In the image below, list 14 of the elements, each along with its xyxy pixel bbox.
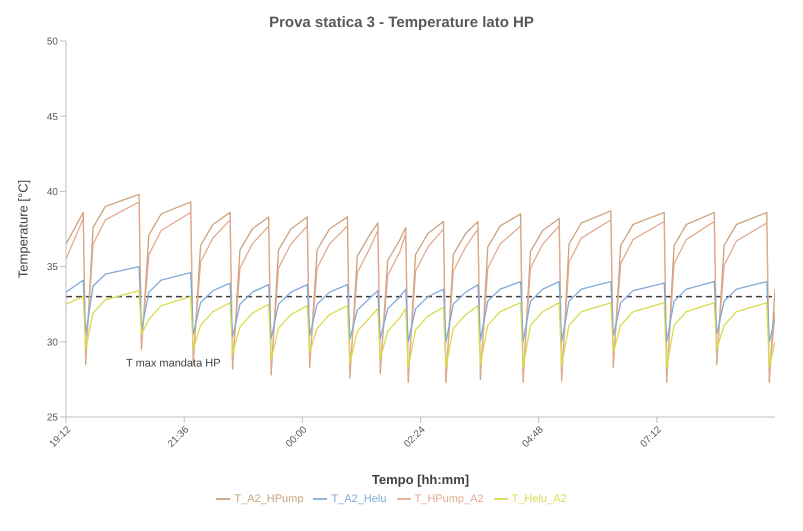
legend-label: T_Helu_A2 bbox=[512, 492, 567, 505]
ref-line-label: T max mandata HP bbox=[126, 358, 221, 370]
y-tick-label: 45 bbox=[46, 112, 58, 123]
y-tick-label: 40 bbox=[46, 186, 58, 198]
y-tick-label: 35 bbox=[46, 262, 58, 274]
legend-label: T_A2_HPump bbox=[234, 492, 304, 505]
y-axis-title: Temperature [°C] bbox=[16, 180, 31, 278]
legend-label: T_A2_Helu bbox=[331, 492, 386, 505]
y-tick-label: 25 bbox=[46, 412, 58, 424]
y-tick-label: 50 bbox=[46, 36, 58, 48]
chart-title: Prova statica 3 - Temperature lato HP bbox=[268, 14, 535, 31]
y-tick-label: 30 bbox=[46, 337, 58, 348]
legend-label: T_HPump_A2 bbox=[414, 492, 484, 505]
x-axis-title: Tempo [hh:mm] bbox=[372, 472, 470, 487]
